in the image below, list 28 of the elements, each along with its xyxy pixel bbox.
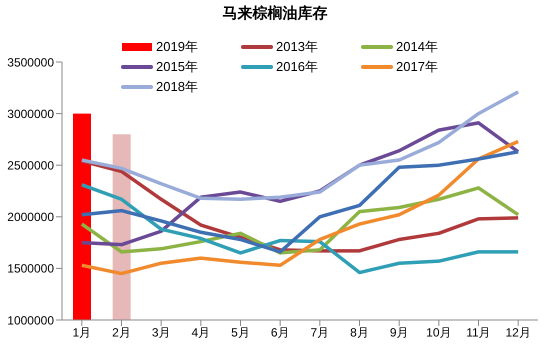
x-tick-label: 9月 [390, 326, 409, 340]
y-tick-label: 2000000 [7, 210, 54, 224]
legend-label: 2018年 [156, 78, 198, 96]
legend-label: 2014年 [396, 38, 438, 56]
legend-label: 2019年 [156, 38, 198, 56]
chart-title: 马来棕榈油库存 [222, 4, 328, 24]
x-tick-label: 2月 [112, 326, 131, 340]
y-tick-label: 1500000 [7, 262, 54, 276]
y-tick-label: 3500000 [7, 55, 54, 70]
x-tick-label: 10月 [426, 326, 452, 340]
y-tick-label: 1000000 [7, 313, 54, 328]
y-tick-label: 2500000 [7, 158, 54, 172]
x-tick-label: 6月 [270, 326, 290, 340]
legend-label: 2016年 [276, 58, 318, 76]
legend-label: 2017年 [396, 58, 438, 76]
x-tick-label: 8月 [350, 326, 369, 340]
x-tick-label: 7月 [310, 326, 330, 340]
y-tick-label: 3000000 [7, 106, 54, 121]
legend-label: 2013年 [276, 38, 318, 56]
legend-label: 2015年 [156, 58, 198, 76]
x-tick-label: 1月 [72, 326, 92, 340]
x-tick-label: 5月 [231, 326, 250, 340]
line-series [80, 183, 520, 274]
x-tick-label: 3月 [152, 326, 171, 340]
x-tick-label: 11月 [466, 326, 491, 340]
x-tick-label: 4月 [191, 326, 210, 340]
line-series [80, 140, 520, 276]
x-tick-label: 12月 [505, 326, 531, 340]
